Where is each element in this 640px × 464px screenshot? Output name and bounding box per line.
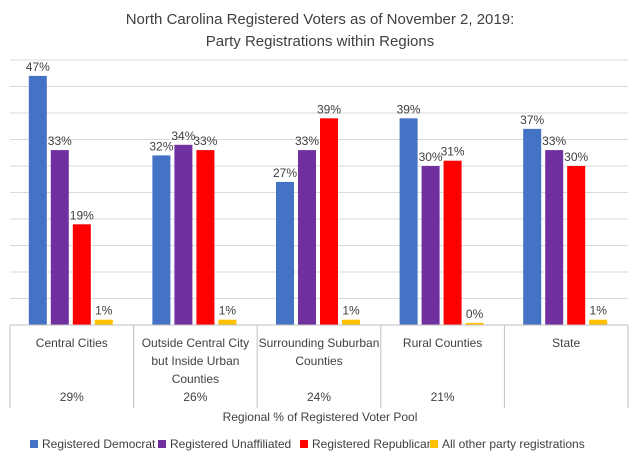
bar — [320, 118, 338, 325]
bar — [545, 150, 564, 325]
data-label: 33% — [295, 134, 319, 148]
regional-share-label: 21% — [431, 390, 455, 404]
legend-label: Registered Democrat — [42, 437, 156, 451]
data-label: 1% — [590, 304, 608, 318]
bar — [399, 118, 418, 325]
regional-share-label: 26% — [183, 390, 207, 404]
data-label: 0% — [466, 307, 484, 321]
bar — [589, 319, 608, 325]
legend-swatch — [158, 440, 166, 448]
legend: Registered Democrat Registered Unaffiliat… — [30, 437, 585, 451]
data-label: 27% — [273, 166, 297, 180]
data-label: 30% — [564, 150, 588, 164]
data-label: 39% — [317, 102, 341, 116]
data-label: 30% — [419, 150, 443, 164]
bar — [72, 224, 91, 325]
data-label: 1% — [95, 304, 113, 318]
bar — [523, 128, 542, 325]
category-label: Rural Counties — [403, 336, 482, 350]
legend-swatch — [30, 440, 38, 448]
category-label: but Inside Urban — [151, 354, 239, 368]
bar — [276, 181, 294, 325]
gridlines — [10, 59, 628, 299]
bar — [342, 319, 360, 325]
category-label: Central Cities — [36, 336, 108, 350]
data-label: 32% — [149, 139, 173, 153]
bars-group — [28, 75, 608, 326]
data-label: 37% — [520, 113, 544, 127]
data-label: 47% — [26, 60, 50, 74]
bar — [94, 319, 113, 325]
x-axis-label: Regional % of Registered Voter Pool — [223, 410, 418, 424]
bar — [218, 319, 237, 325]
legend-swatch — [300, 440, 308, 448]
legend-label: Registered Unaffiliated — [170, 437, 291, 451]
bar — [465, 322, 484, 325]
category-label: Counties — [295, 354, 342, 368]
chart-title: North Carolina Registered Voters as of N… — [126, 11, 515, 28]
category-label: Surrounding Suburban — [259, 336, 380, 350]
bar — [28, 75, 47, 326]
regional-share-label: 29% — [60, 390, 84, 404]
data-labels-group: 47%32%27%39%37%33% 34% 33%30%33%19%33%39%3… — [26, 60, 607, 321]
bar — [443, 160, 462, 325]
data-label: 39% — [397, 102, 421, 116]
bar — [298, 150, 316, 325]
data-label: 33% — [48, 134, 72, 148]
data-label: 31% — [441, 145, 465, 159]
category-table: Central Cities 29% Outside Central City but… — [9, 324, 629, 408]
data-label: 1% — [219, 304, 237, 318]
bar — [196, 150, 215, 325]
data-label: 33% — [193, 134, 217, 148]
legend-swatch — [430, 440, 438, 448]
category-label: Outside Central City — [142, 336, 249, 350]
data-label: 34% — [171, 129, 195, 143]
bar — [567, 166, 586, 325]
category-label: State — [552, 336, 580, 350]
data-label: 33% — [542, 134, 566, 148]
regional-share-label: 24% — [307, 390, 331, 404]
data-label: 1% — [342, 304, 360, 318]
bar — [421, 166, 440, 325]
legend-label: Registered Republican — [312, 437, 433, 451]
legend-label: All other party registrations — [442, 437, 585, 451]
bar — [50, 150, 69, 325]
chart-subtitle: Party Registrations within Regions — [206, 33, 434, 50]
category-label: Counties — [172, 372, 219, 386]
bar — [174, 144, 193, 325]
bar — [152, 155, 171, 325]
data-label: 19% — [70, 208, 94, 222]
